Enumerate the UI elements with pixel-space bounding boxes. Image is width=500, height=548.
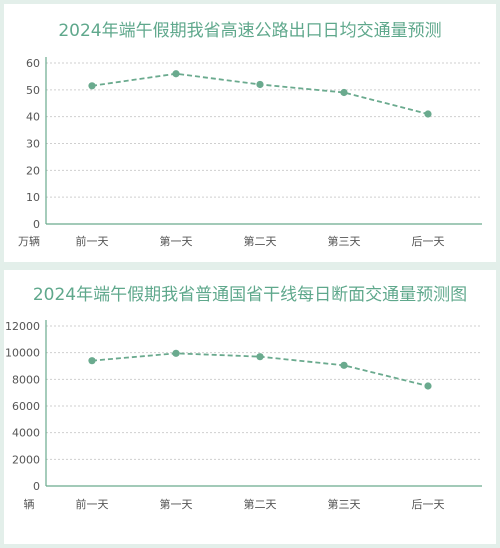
highway-y-tick-label: 0 bbox=[33, 218, 40, 231]
highway-x-tick-label: 前一天 bbox=[76, 234, 109, 248]
national-road-x-tick-label: 第三天 bbox=[328, 497, 361, 511]
highway-y-tick-label: 10 bbox=[26, 191, 40, 204]
national-road-data-point bbox=[340, 361, 348, 369]
highway-chart-panel: 2024年端午假期我省高速公路出口日均交通量预测 0 10 20 30 40 50 60 万辆… bbox=[4, 4, 496, 262]
highway-x-tick-label: 后一天 bbox=[412, 235, 445, 248]
national-road-y-tick-label: 2000 bbox=[12, 453, 40, 466]
national-road-data-point bbox=[88, 357, 96, 365]
national-road-y-tick-label: 12000 bbox=[5, 320, 40, 333]
highway-x-tick-label: 第二天 bbox=[244, 234, 277, 248]
national-road-chart: 0 2000 4000 6000 8000 10000 12000 辆 前一天 第一天 第二天 第三天… bbox=[5, 320, 482, 511]
national-road-y-tick-label: 4000 bbox=[12, 427, 40, 440]
national-road-x-tick-label: 第二天 bbox=[244, 497, 277, 511]
national-road-unit-label: 辆 bbox=[24, 497, 35, 511]
national-road-data-point bbox=[424, 382, 432, 390]
highway-chart: 0 10 20 30 40 50 60 万辆 前一天 第一天 第二天 第三天 后一天 bbox=[18, 57, 482, 248]
national-road-y-tick-label: 6000 bbox=[12, 400, 40, 413]
national-road-x-tick-label: 第一天 bbox=[160, 497, 193, 511]
highway-y-tick-label: 60 bbox=[26, 57, 40, 70]
highway-y-tick-label: 30 bbox=[26, 138, 40, 151]
national-road-x-tick-label: 后一天 bbox=[412, 498, 445, 511]
highway-y-tick-label: 40 bbox=[26, 111, 40, 124]
national-road-data-point bbox=[256, 353, 264, 361]
highway-y-tick-label: 50 bbox=[26, 84, 40, 97]
national-road-y-tick-label: 8000 bbox=[12, 373, 40, 386]
highway-y-tick-label: 20 bbox=[26, 164, 40, 177]
highway-unit-label: 万辆 bbox=[18, 234, 40, 248]
highway-data-point bbox=[424, 110, 432, 118]
highway-data-point bbox=[172, 70, 180, 78]
highway-series-line bbox=[91, 72, 429, 115]
national-road-chart-panel: 2024年端午假期我省普通国省干线每日断面交通量预测图 0 2000 4000 600… bbox=[4, 270, 496, 544]
highway-data-point bbox=[88, 82, 96, 90]
highway-chart-title: 2024年端午假期我省高速公路出口日均交通量预测 bbox=[58, 21, 442, 41]
highway-data-point bbox=[256, 80, 264, 89]
national-road-x-tick-label: 前一天 bbox=[76, 497, 109, 511]
national-road-y-tick-label: 10000 bbox=[5, 347, 40, 360]
national-road-chart-title: 2024年端午假期我省普通国省干线每日断面交通量预测图 bbox=[32, 285, 468, 305]
national-road-data-point bbox=[172, 349, 180, 357]
highway-x-tick-label: 第一天 bbox=[160, 234, 193, 248]
national-road-y-tick-label: 0 bbox=[33, 480, 40, 493]
highway-x-tick-label: 第三天 bbox=[328, 234, 361, 248]
highway-data-point bbox=[340, 88, 348, 97]
